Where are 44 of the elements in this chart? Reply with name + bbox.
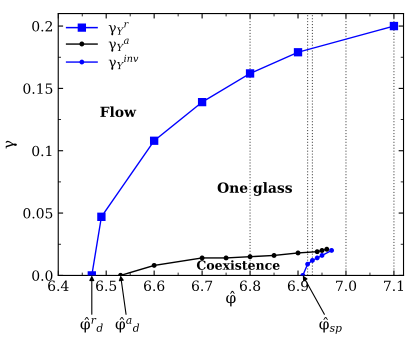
x-tick-label: 6.8: [240, 280, 260, 292]
point: [246, 69, 254, 78]
point: [294, 48, 302, 56]
point: [314, 256, 320, 260]
annotation: φ̂$^{a}$$_{d}$: [116, 317, 140, 332]
y-tick-label: 0.15: [23, 83, 52, 94]
point: [198, 98, 206, 106]
y-tick-label: 0.05: [23, 208, 52, 219]
point: [329, 248, 334, 253]
annotation: One glass: [218, 182, 292, 196]
point: [248, 254, 253, 260]
y-tick-label: 0.1: [32, 146, 52, 156]
y-tick-label: 0.0: [32, 270, 52, 281]
point: [305, 262, 310, 267]
annotation: φ̂$_{sp}$: [319, 317, 342, 334]
point: [390, 22, 398, 30]
x-tick-label: 6.6: [144, 280, 164, 292]
x-tick-label: 6.4: [48, 280, 69, 292]
point: [200, 255, 205, 260]
point: [296, 250, 300, 256]
point: [272, 252, 277, 258]
legend-label: γ$_{Y}$$^{inv}$: [108, 54, 138, 70]
x-tick-label: 7.1: [384, 280, 403, 292]
point: [320, 248, 324, 253]
point: [152, 262, 157, 268]
point: [150, 136, 158, 145]
y-tick-label: 0.2: [32, 21, 52, 32]
x-tick-label: 6.9: [288, 280, 308, 292]
point: [97, 212, 106, 221]
legend-label: γ$_{Y}$$^{r}$: [108, 22, 129, 36]
y-axis-title: γ: [6, 140, 17, 149]
point: [310, 258, 315, 263]
x-axis-title: φ̂: [226, 290, 236, 306]
point: [314, 249, 320, 254]
legend-label: γ$_{Y}$$^{a}$: [108, 38, 129, 52]
annotation: φ̂$^{r}$$_{d}$: [80, 317, 103, 332]
x-tick-label: 6.5: [96, 280, 116, 292]
x-tick-label: 6.7: [192, 280, 212, 292]
point: [320, 253, 324, 258]
x-tick-label: 7.0: [336, 280, 356, 292]
annotation: Flow: [100, 106, 136, 118]
point: [224, 255, 229, 260]
annotation: Coexistence: [196, 260, 280, 270]
point: [324, 246, 330, 252]
